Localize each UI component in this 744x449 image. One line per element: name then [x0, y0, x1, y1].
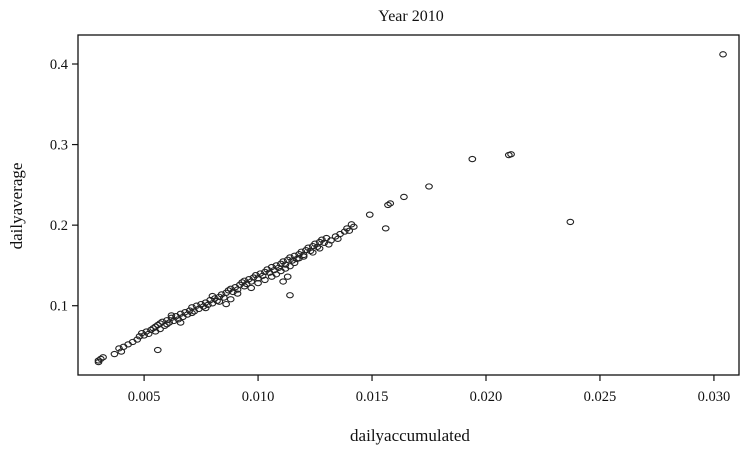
data-point — [386, 200, 395, 207]
data-point — [224, 287, 233, 294]
data-point — [365, 211, 374, 218]
x-tick-label: 0.025 — [584, 389, 617, 405]
data-point — [425, 183, 433, 190]
y-tick-label: 0.1 — [50, 299, 68, 315]
data-point — [94, 358, 103, 366]
data-point — [299, 253, 308, 260]
data-point — [286, 263, 294, 270]
data-point — [315, 245, 324, 252]
data-point — [215, 298, 224, 305]
data-point — [318, 236, 326, 243]
data-point — [311, 240, 319, 247]
data-point — [222, 300, 231, 308]
x-tick-label: 0.005 — [128, 389, 161, 405]
data-point — [110, 350, 119, 358]
data-point — [201, 304, 210, 312]
data-point — [279, 258, 287, 265]
x-tick-label: 0.010 — [242, 389, 275, 405]
y-tick-label: 0.3 — [50, 138, 68, 154]
data-point — [279, 278, 287, 285]
data-point — [147, 326, 155, 334]
data-point — [247, 284, 256, 292]
x-tick-label: 0.020 — [470, 389, 503, 405]
data-point — [208, 292, 217, 300]
data-point — [240, 283, 249, 290]
data-point — [261, 276, 269, 284]
data-point — [719, 51, 727, 58]
data-point — [133, 336, 142, 343]
x-axis: 0.005 0.010 0.015 0.020 0.025 0.030 — [128, 375, 730, 405]
data-point — [217, 291, 226, 298]
data-point — [96, 355, 105, 363]
data-point — [272, 271, 281, 278]
x-axis-label: dailyaccumulated — [350, 426, 470, 445]
x-tick-label: 0.030 — [698, 389, 731, 405]
data-point — [349, 223, 358, 230]
plot-area-frame — [77, 34, 740, 376]
data-point — [507, 151, 515, 158]
data-point — [188, 309, 196, 317]
data-point — [176, 319, 185, 326]
data-point — [160, 322, 169, 330]
data-point — [333, 235, 342, 242]
y-tick-label: 0.4 — [50, 57, 69, 73]
data-point — [99, 354, 107, 361]
data-points — [94, 51, 727, 366]
data-point — [167, 312, 176, 319]
data-point — [153, 346, 162, 354]
data-point — [340, 228, 349, 235]
data-point — [286, 292, 294, 299]
chart-title: Year 2010 — [378, 8, 443, 25]
data-point — [381, 225, 390, 232]
data-point — [295, 255, 303, 262]
data-point — [384, 201, 392, 209]
data-point — [308, 249, 317, 256]
data-point — [254, 280, 262, 287]
data-point — [115, 345, 123, 352]
data-point — [283, 273, 292, 280]
data-point — [135, 333, 144, 340]
data-point — [163, 321, 171, 328]
data-point — [226, 296, 235, 303]
data-point — [286, 254, 294, 261]
y-axis-label: dailyaverage — [7, 163, 26, 250]
data-point — [290, 259, 299, 267]
y-axis: 0.1 0.2 0.3 0.4 — [50, 57, 78, 315]
data-point — [167, 314, 176, 321]
data-point — [233, 290, 242, 297]
data-point — [345, 227, 354, 234]
data-point — [468, 155, 477, 163]
x-tick-label: 0.015 — [356, 389, 389, 405]
data-point — [400, 193, 408, 201]
data-point — [324, 241, 333, 248]
data-point — [566, 218, 575, 226]
y-tick-label: 0.2 — [50, 218, 68, 234]
data-point — [304, 244, 313, 251]
